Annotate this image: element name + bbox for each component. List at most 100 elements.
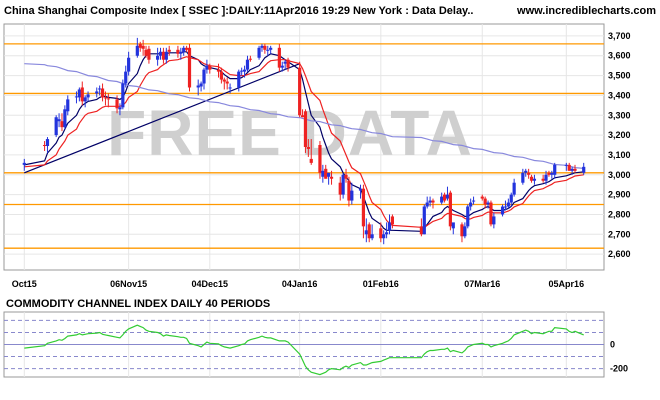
candle-body bbox=[115, 99, 119, 109]
candle-body bbox=[45, 139, 50, 147]
candle-body bbox=[298, 67, 302, 116]
candle-body bbox=[309, 158, 313, 163]
candle-body bbox=[509, 194, 513, 203]
candle-body bbox=[451, 222, 455, 229]
candle-body bbox=[327, 172, 331, 177]
candle-body bbox=[341, 174, 345, 195]
price-y-tick-label: 3,100 bbox=[608, 150, 631, 160]
candle-body bbox=[547, 172, 551, 175]
candle-body bbox=[182, 47, 186, 52]
candle-body bbox=[489, 202, 493, 225]
price-y-tick-label: 3,500 bbox=[608, 71, 631, 81]
candle-body bbox=[480, 196, 484, 199]
candle-body bbox=[460, 224, 464, 237]
candle-body bbox=[370, 234, 374, 239]
price-y-tick-label: 2,600 bbox=[608, 249, 631, 259]
candle-body bbox=[379, 228, 383, 239]
candle-body bbox=[367, 224, 371, 239]
candle-body bbox=[240, 70, 244, 72]
candle-body bbox=[22, 162, 26, 165]
candle-body bbox=[425, 202, 429, 207]
candle-body bbox=[86, 94, 90, 98]
candle-body bbox=[440, 196, 444, 203]
price-y-tick-label: 3,000 bbox=[608, 170, 631, 180]
candle-body bbox=[124, 71, 128, 84]
candle-body bbox=[469, 202, 473, 207]
candle-body bbox=[521, 172, 525, 183]
candle-body bbox=[541, 178, 545, 181]
candle-body bbox=[442, 194, 447, 201]
candle-body bbox=[228, 87, 232, 89]
price-y-tick-label: 3,400 bbox=[608, 90, 631, 100]
candle-body bbox=[156, 55, 160, 60]
candle-body bbox=[280, 65, 284, 68]
candle-body bbox=[158, 51, 163, 56]
candle-body bbox=[570, 168, 574, 171]
price-y-tick-label: 3,600 bbox=[608, 51, 631, 61]
x-tick-label: 01Feb16 bbox=[363, 279, 399, 289]
candle-body bbox=[448, 192, 452, 227]
candle-body bbox=[144, 49, 148, 56]
candle-body bbox=[286, 59, 290, 68]
candle-body bbox=[245, 59, 250, 70]
candle-body bbox=[208, 65, 212, 70]
candle-body bbox=[138, 43, 142, 48]
candle-body bbox=[361, 188, 366, 227]
candle-body bbox=[524, 170, 528, 173]
candle-body bbox=[54, 117, 58, 136]
candle-body bbox=[179, 51, 183, 54]
candle-body bbox=[486, 202, 490, 205]
candle-body bbox=[147, 48, 151, 60]
candle-body bbox=[527, 172, 531, 175]
candle-body bbox=[80, 87, 84, 102]
candle-body bbox=[242, 69, 247, 72]
x-tick-label: 06Nov15 bbox=[110, 279, 147, 289]
cci-y-tick-label: 0 bbox=[610, 340, 615, 350]
candle-body bbox=[66, 99, 70, 112]
candle-body bbox=[544, 174, 548, 181]
candle-body bbox=[503, 206, 508, 208]
candle-body bbox=[324, 168, 328, 179]
candle-body bbox=[564, 164, 568, 166]
candle-body bbox=[445, 194, 450, 199]
candle-body bbox=[471, 200, 476, 202]
candle-body bbox=[135, 45, 139, 56]
candle-body bbox=[422, 206, 426, 235]
candle-body bbox=[205, 65, 209, 70]
price-y-tick-label: 2,700 bbox=[608, 229, 631, 239]
price-y-tick-label: 2,900 bbox=[608, 190, 631, 200]
candle-body bbox=[350, 190, 354, 201]
x-tick-label: 05Apr16 bbox=[549, 279, 585, 289]
candle-body bbox=[306, 147, 310, 149]
candle-body bbox=[387, 222, 392, 231]
candle-body bbox=[219, 71, 223, 80]
candle-body bbox=[512, 182, 516, 195]
candle-body bbox=[266, 49, 270, 51]
candle-body bbox=[161, 51, 166, 60]
candle-body bbox=[164, 51, 168, 60]
chart-title: China Shanghai Composite Index [ SSEC ]:… bbox=[4, 5, 473, 17]
cci-y-tick-label: -200 bbox=[610, 364, 628, 374]
candle-body bbox=[77, 89, 81, 98]
candle-body bbox=[98, 88, 102, 90]
candle-body bbox=[567, 164, 571, 171]
candle-body bbox=[338, 182, 342, 195]
cci-line bbox=[24, 324, 584, 376]
candle-body bbox=[283, 61, 287, 64]
candle-body bbox=[237, 71, 241, 88]
candle-body bbox=[176, 49, 180, 54]
candle-body bbox=[532, 178, 537, 181]
x-tick-label: 04Jan16 bbox=[282, 279, 318, 289]
candle-body bbox=[83, 97, 87, 102]
candle-body bbox=[358, 188, 363, 191]
candle-body bbox=[222, 79, 226, 82]
candle-body bbox=[187, 47, 192, 88]
price-y-tick-label: 3,300 bbox=[608, 110, 631, 120]
candle-body bbox=[196, 85, 200, 88]
candle-body bbox=[428, 200, 432, 203]
candle-body bbox=[269, 47, 273, 50]
candle-body bbox=[390, 216, 395, 225]
candle-body bbox=[364, 230, 368, 235]
